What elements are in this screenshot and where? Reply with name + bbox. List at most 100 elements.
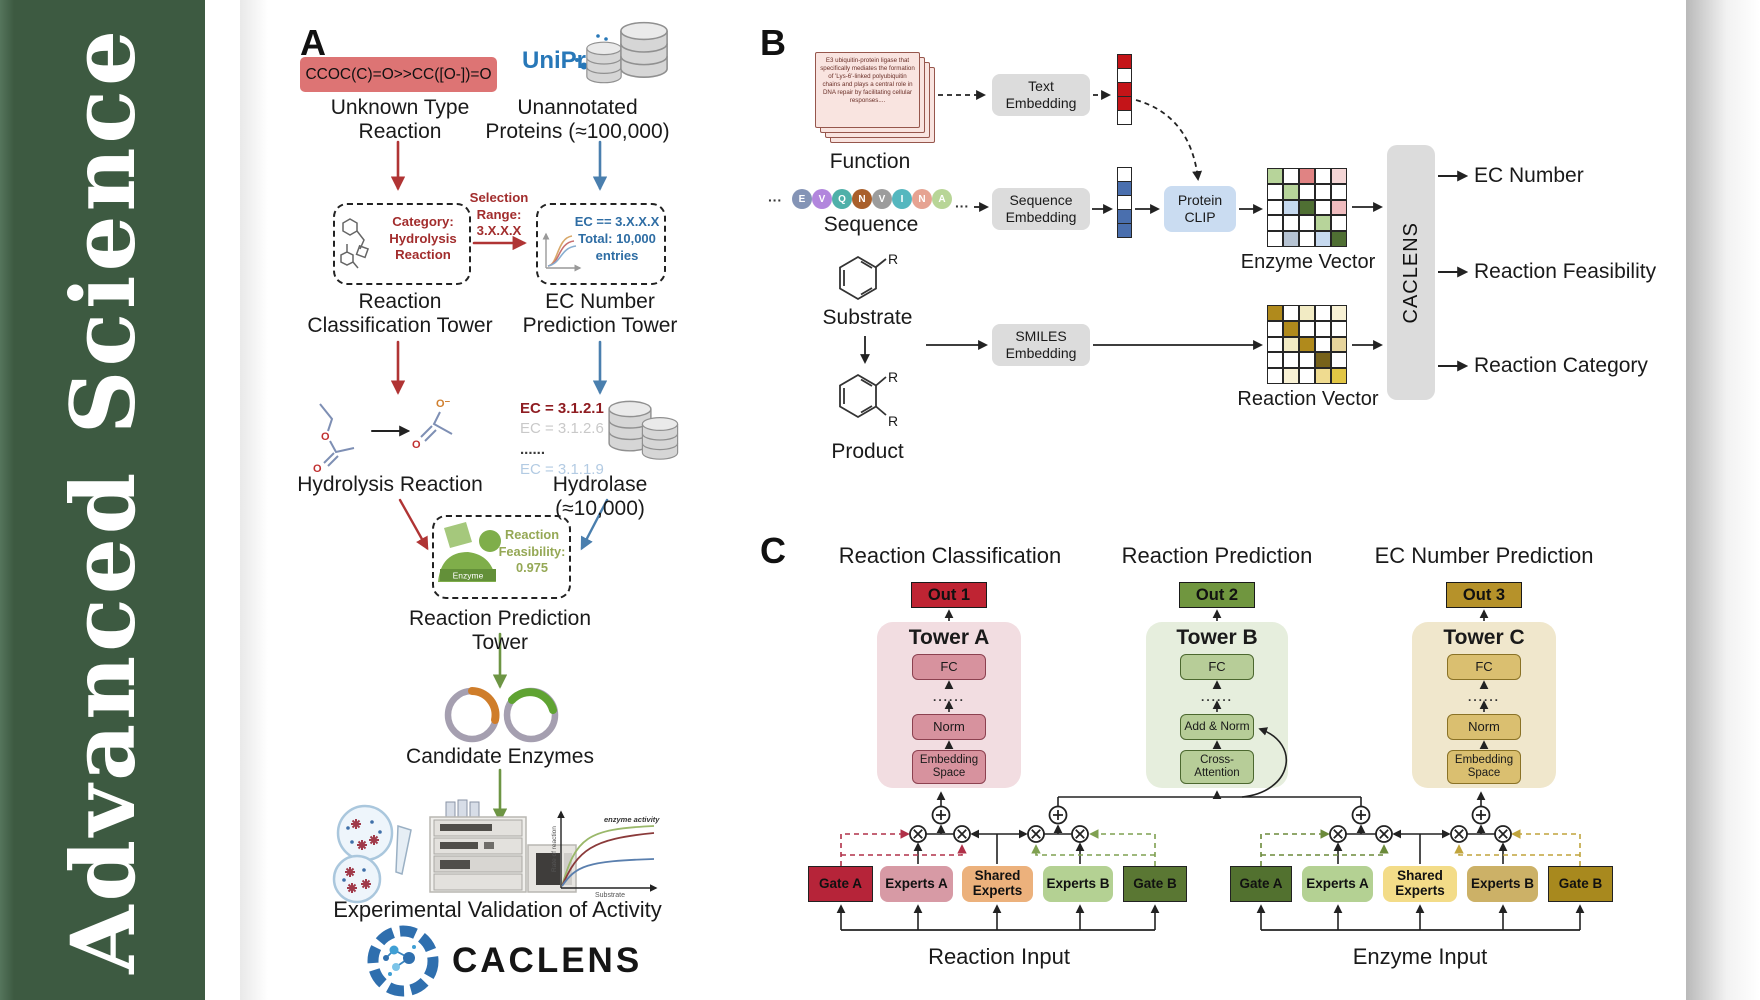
tower-a-norm: Norm [912, 714, 986, 740]
matrix-cell [1299, 183, 1315, 200]
selection-range-label: Selection Range: 3.X.X.X [469, 190, 529, 238]
matrix-cell [1315, 352, 1331, 369]
circled-times-icon [1027, 825, 1045, 843]
matrix-cell [1267, 336, 1283, 353]
hydrolase-label: Hydrolase (≈10,000) [552, 473, 648, 521]
matrix-cell [1331, 215, 1347, 232]
matrix-cell [1315, 320, 1331, 337]
ec-number-line: ...... [520, 440, 546, 458]
matrix-cell [1331, 352, 1347, 369]
caclens-logo-icon [367, 925, 439, 997]
gate-b-route-right [1511, 829, 1581, 866]
substrate-label: Substrate [822, 306, 913, 329]
circled-times-icon [1375, 825, 1393, 843]
r-group-label: R [888, 413, 898, 429]
protein-clip-box: Protein CLIP [1164, 186, 1236, 232]
reaction-input-label: Reaction Input [928, 944, 1070, 969]
column-title-ec-number-prediction: EC Number Prediction [1374, 543, 1594, 568]
output-reaction-feasibility: Reaction Feasibility [1474, 260, 1657, 283]
caclens-wordmark: CACLENS [452, 941, 643, 980]
circled-times-icon [1494, 825, 1512, 843]
matrix-cell [1331, 368, 1347, 384]
circled-times-icon [1450, 825, 1468, 843]
circled-plus-icon [931, 805, 951, 825]
text-embedding-vector [1117, 53, 1132, 126]
oxygen-label: O [321, 431, 330, 443]
mixer-symbols [909, 805, 1512, 843]
feasibility-text: Reaction Feasibility: 0.975 [498, 527, 566, 576]
hydrolysis-reaction-label: Hydrolysis Reaction [297, 473, 483, 496]
matrix-cell [1267, 199, 1283, 216]
matrix-cell [1299, 231, 1315, 247]
plot-annotation: enzyme activity [604, 815, 660, 824]
gate-a-route-right [1261, 844, 1389, 856]
matrix-cell [1299, 168, 1315, 184]
tower-c-fc: FC [1447, 654, 1521, 680]
vector-cell [1117, 166, 1132, 183]
enzyme-shared-experts: Shared Experts [1383, 866, 1457, 902]
page-edge-shadow-left [240, 0, 268, 1000]
hplc-instrument-icon [429, 799, 577, 893]
residue-circle: Q [832, 189, 852, 209]
uniprot-logo: UniProt [522, 34, 615, 74]
sequence-ellipsis-right: ··· [955, 198, 969, 214]
vector-cell [1117, 223, 1132, 239]
out3-box: Out 3 [1446, 582, 1522, 608]
enzyme-gate-a: Gate A [1230, 866, 1292, 902]
matrix-cell [1331, 183, 1347, 200]
r-group-label: R [888, 251, 898, 267]
residue-circle: V [872, 189, 892, 209]
residue-circle: A [932, 189, 952, 209]
circled-times-icon [909, 825, 927, 843]
plot-ylabel: Rate of reaction [551, 826, 558, 872]
enzyme-vector-label: Enzyme Vector [1240, 251, 1376, 273]
oxygen-label: O [412, 439, 421, 451]
reaction-classification-tower-label: Reaction Classification Tower [307, 290, 493, 338]
caclens-model-label: CACLENS [1399, 221, 1422, 324]
ester-structure [319, 403, 355, 467]
panel-b-label: B [760, 22, 786, 63]
vector-cell [1117, 194, 1132, 211]
matrix-cell [1267, 183, 1283, 200]
plasmid-icons [444, 687, 559, 743]
caclens-model-box: CACLENS [1387, 145, 1435, 400]
ec-number-line: EC = 3.1.1.9 [520, 460, 604, 478]
enzyme-experts-b: Experts B [1467, 866, 1538, 902]
experimental-validation-label: Experimental Validation of Activity [333, 897, 662, 922]
reaction-gate-a: Gate A [808, 866, 873, 902]
matrix-cell [1283, 336, 1299, 353]
vector-cell [1117, 67, 1132, 84]
column-title-reaction-classification: Reaction Classification [838, 543, 1062, 568]
candidate-enzymes-label: Candidate Enzymes [406, 745, 594, 768]
product-label: Product [831, 440, 904, 463]
gate-b-route-left [1031, 844, 1155, 856]
ec-number-prediction-tower-label: EC Number Prediction Tower [522, 290, 678, 338]
matrix-cell [1299, 199, 1315, 216]
activity-plot: enzyme activity Rate of reaction Substra… [551, 810, 660, 899]
matrix-cell [1331, 320, 1347, 337]
matrix-cell [1315, 305, 1331, 321]
out2-box: Out 2 [1179, 582, 1255, 608]
circled-plus-icon [1471, 805, 1491, 825]
matrix-cell [1299, 368, 1315, 384]
tower-b-cross-attention: Cross-Attention [1180, 750, 1254, 784]
matrix-cell [1299, 215, 1315, 232]
gate-a-route-right [1260, 829, 1330, 866]
function-card: E3 ubiquitin-protein ligase that specifi… [815, 52, 920, 128]
journal-name: Advanced Science [50, 26, 155, 974]
r-group-label: R [888, 369, 898, 385]
reaction-category-box [333, 203, 471, 285]
smiles-embedding-box: SMILES Embedding [992, 324, 1090, 366]
substrate-structure [839, 255, 887, 301]
matrix-cell [1315, 336, 1331, 353]
tower-a-title: Tower A [908, 626, 990, 649]
matrix-cell [1267, 320, 1283, 337]
ec-selection-line2: Total: 10,000 [578, 231, 656, 246]
gate-a-route-left [841, 844, 967, 856]
matrix-cell [1315, 199, 1331, 216]
matrix-cell [1283, 168, 1299, 184]
tower-a-embedding-space: Embedding Space [912, 750, 986, 784]
reaction-shared-experts: Shared Experts [962, 866, 1033, 902]
vector-cell [1117, 95, 1132, 112]
unknown-reaction-label: Unknown Type Reaction [330, 96, 470, 144]
